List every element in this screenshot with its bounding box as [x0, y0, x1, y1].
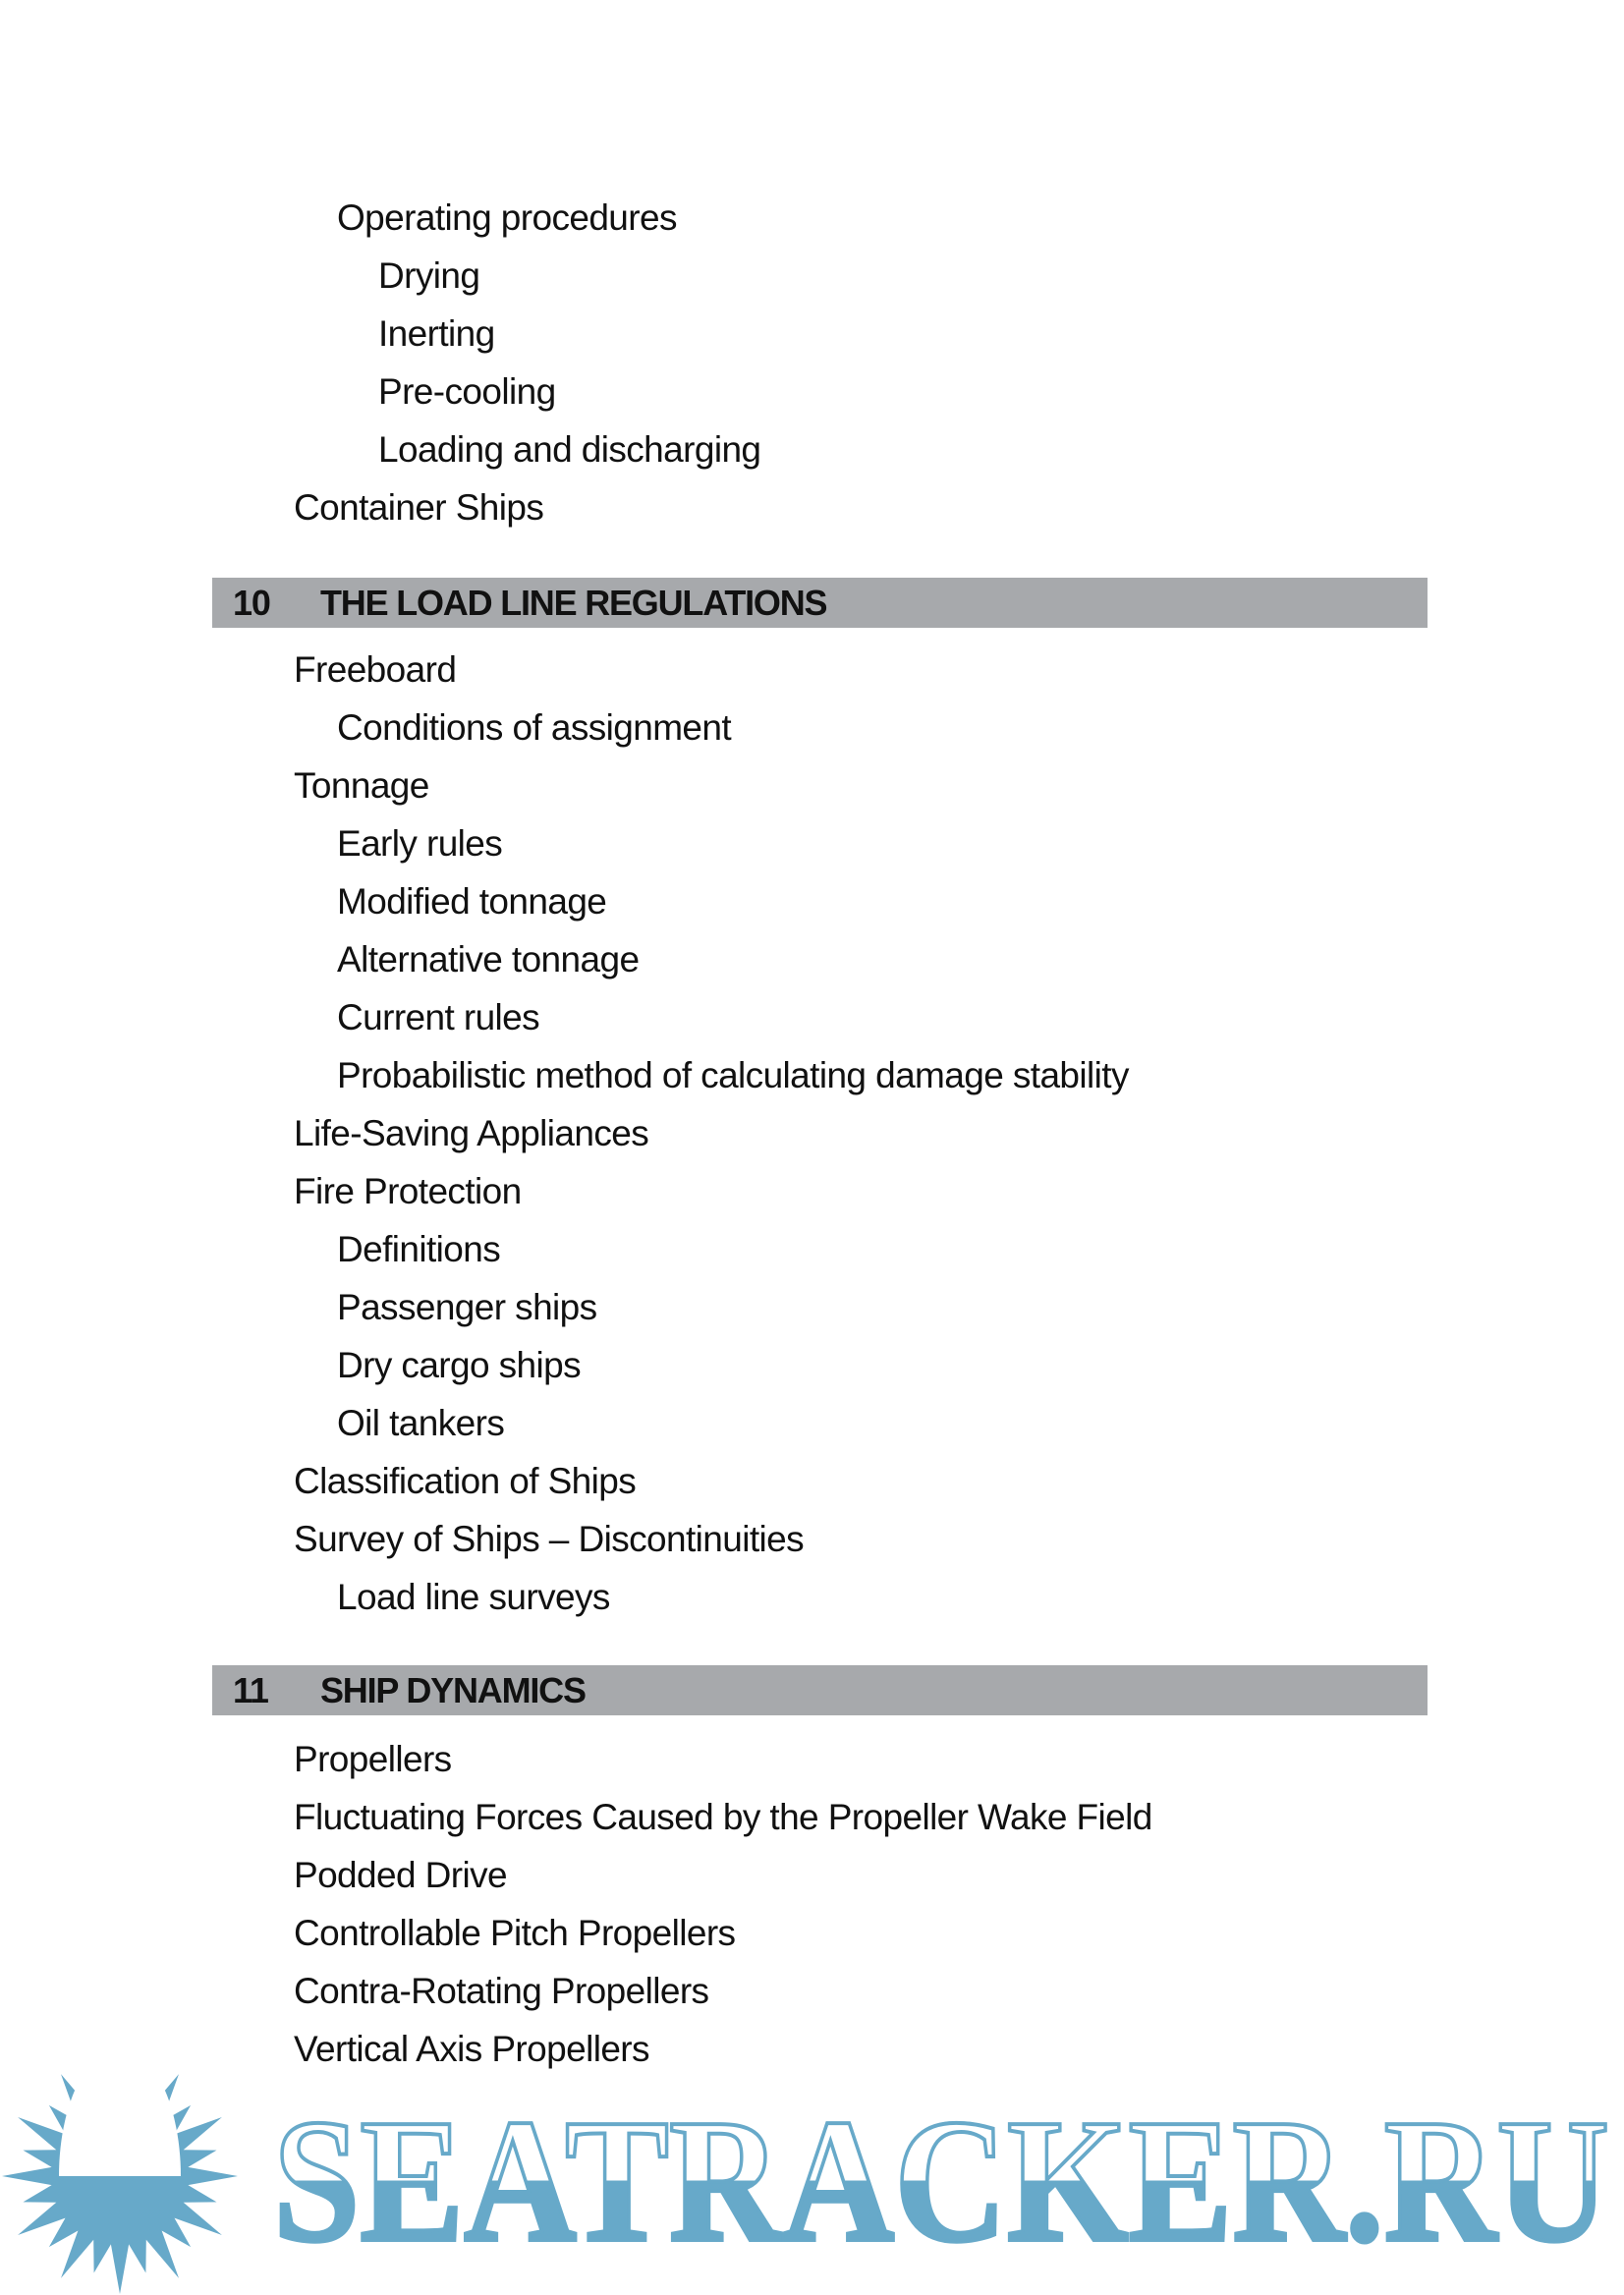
toc-entry: Oil tankers: [337, 1403, 505, 1443]
section-number: 10: [233, 583, 271, 623]
toc-entry: Inerting: [378, 313, 495, 354]
toc-entry: Load line surveys: [337, 1577, 610, 1617]
toc-entry: Fluctuating Forces Caused by the Propell…: [294, 1797, 1152, 1837]
toc-entry: Classification of Ships: [294, 1461, 637, 1501]
section-heading: 10 THE LOAD LINE REGULATIONS: [212, 578, 1428, 628]
toc-entry: Freeboard: [294, 649, 457, 690]
toc-entry: Alternative tonnage: [337, 939, 640, 980]
toc-entry: Loading and discharging: [378, 429, 761, 470]
toc-entry: Drying: [378, 255, 480, 296]
toc-entry: Early rules: [337, 823, 503, 864]
toc-entry: Propellers: [294, 1739, 452, 1779]
toc-entry: Dry cargo ships: [337, 1345, 582, 1385]
toc-entry: Container Ships: [294, 487, 544, 528]
toc-entry: Contra-Rotating Propellers: [294, 1971, 709, 2011]
toc-entry: Passenger ships: [337, 1287, 597, 1327]
section-title: SHIP DYNAMICS: [320, 1670, 587, 1710]
watermark-text: SEATRACKER.RU: [273, 2083, 1609, 2278]
section-title: THE LOAD LINE REGULATIONS: [320, 583, 828, 623]
toc-entry: Life-Saving Appliances: [294, 1113, 649, 1153]
toc-entry: Controllable Pitch Propellers: [294, 1913, 736, 1953]
toc-entry: Tonnage: [294, 765, 429, 806]
toc-entry: Fire Protection: [294, 1171, 522, 1211]
sun-icon: [2, 2048, 238, 2294]
sun-dome: [59, 2048, 181, 2176]
watermark-logo: SEATRACKER.RU: [2, 2048, 1611, 2294]
toc-entry: Definitions: [337, 1229, 501, 1269]
section-number: 11: [233, 1670, 269, 1710]
table-of-contents: Operating procedures Drying Inerting Pre-co…: [0, 189, 1624, 2078]
toc-entry: Survey of Ships – Discontinuities: [294, 1519, 805, 1559]
toc-entry: Operating procedures: [337, 197, 677, 238]
toc-entry: Pre-cooling: [378, 371, 556, 412]
toc-entry: Podded Drive: [294, 1855, 508, 1895]
toc-entry: Current rules: [337, 997, 540, 1037]
toc-entry: Conditions of assignment: [337, 707, 732, 748]
toc-entry: Modified tonnage: [337, 881, 607, 922]
section-heading: 11 SHIP DYNAMICS: [212, 1665, 1428, 1715]
toc-entry: Vertical Axis Propellers: [294, 2029, 650, 2069]
toc-entry: Probabilistic method of calculating dama…: [337, 1055, 1129, 1095]
